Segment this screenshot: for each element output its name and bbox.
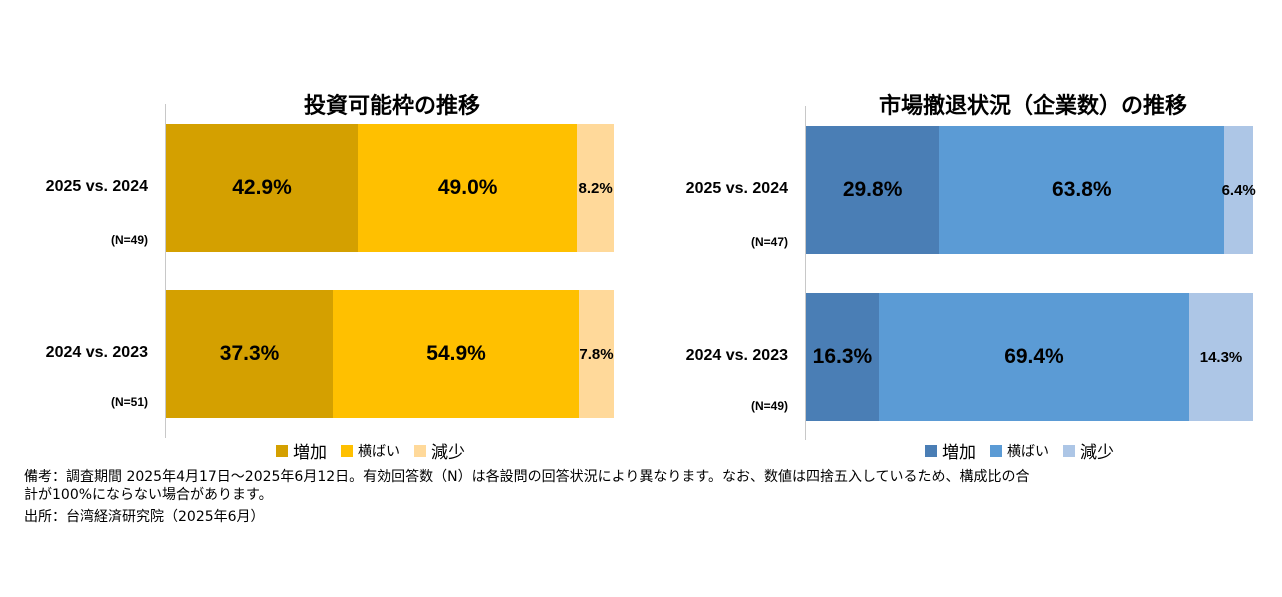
sample-size-label: (N=49): [750, 399, 788, 413]
data-label: 42.9%: [232, 176, 292, 199]
data-label: 69.4%: [1004, 345, 1064, 368]
legend-label: 増加: [942, 443, 976, 463]
legend-swatch: [1063, 444, 1075, 457]
data-label: 29.8%: [842, 178, 903, 201]
bar-segment-decrease: 8.2%: [577, 124, 614, 252]
bar-segment-flat: 63.8%: [939, 126, 1225, 254]
bar-segment-increase: 37.3%: [166, 290, 334, 418]
data-label: 14.3%: [1199, 348, 1243, 366]
legend-swatch: [990, 444, 1002, 457]
legend-label: 増加: [293, 443, 327, 463]
note-line-1: 備考：調査期間 2025年4月17日～2025年6月12日。有効回答数（N）は各…: [24, 469, 1030, 485]
legend-item: 増加: [925, 438, 976, 463]
category-label: 2025 vs. 2024: [685, 180, 788, 197]
stacked-bar: 16.3% 69.4% 14.3%: [806, 293, 1253, 421]
bar-segment-decrease: 7.8%: [579, 290, 614, 418]
data-label: 63.8%: [1052, 178, 1112, 201]
bar-segment-flat: 54.9%: [333, 290, 580, 418]
stacked-bar: 37.3% 54.9% 7.8%: [166, 290, 614, 418]
bar-segment-decrease: 6.4%: [1221, 126, 1256, 254]
legend-label: 減少: [1080, 443, 1114, 463]
chart-title: 投資可能枠の推移: [303, 94, 480, 119]
category-label: 2024 vs. 2023: [45, 344, 148, 361]
bar-segment-increase: 29.8%: [806, 126, 940, 254]
legend: 増加 横ばい 減少: [276, 438, 479, 463]
sample-size-label: (N=51): [110, 395, 148, 409]
stacked-bar: 29.8% 63.8% 6.4%: [806, 126, 1256, 254]
data-label: 7.8%: [579, 345, 614, 363]
data-label: 49.0%: [437, 176, 498, 199]
legend-item: 減少: [414, 438, 465, 463]
data-label: 8.2%: [578, 179, 613, 197]
legend-swatch: [341, 444, 353, 457]
stacked-bar: 42.9% 49.0% 8.2%: [166, 124, 614, 252]
category-axis-line: [165, 104, 166, 438]
legend-item: 横ばい: [341, 441, 400, 461]
legend-swatch: [414, 444, 426, 457]
data-label: 16.3%: [812, 345, 873, 368]
bar-segment-increase: 16.3%: [806, 293, 879, 421]
bar-segment-decrease: 14.3%: [1189, 293, 1253, 421]
legend-swatch: [276, 444, 288, 457]
legend-item: 増加: [276, 438, 327, 463]
legend-label: 横ばい: [358, 443, 400, 460]
sample-size-label: (N=49): [110, 233, 148, 247]
legend-item: 減少: [1063, 438, 1114, 463]
legend-label: 横ばい: [1007, 443, 1049, 460]
legend-item: 横ばい: [990, 441, 1049, 461]
bar-segment-increase: 42.9%: [166, 124, 358, 252]
category-label: 2025 vs. 2024: [45, 178, 148, 195]
chart-title: 市場撤退状況（企業数）の推移: [878, 94, 1187, 119]
category-label: 2024 vs. 2023: [685, 347, 788, 364]
category-axis-line: [805, 106, 806, 440]
source-line: 出所：台湾経済研究院（2025年6月）: [24, 509, 265, 525]
legend-swatch: [925, 444, 937, 457]
note-line-2: 計が100%にならない場合があります。: [24, 487, 273, 503]
bar-segment-flat: 69.4%: [878, 293, 1190, 421]
legend-label: 減少: [431, 443, 465, 463]
bar-segment-flat: 49.0%: [358, 124, 578, 252]
data-label: 37.3%: [219, 342, 280, 365]
legend: 増加 横ばい 減少: [925, 438, 1128, 463]
data-label: 6.4%: [1221, 181, 1256, 199]
sample-size-label: (N=47): [750, 235, 788, 249]
data-label: 54.9%: [426, 342, 486, 365]
